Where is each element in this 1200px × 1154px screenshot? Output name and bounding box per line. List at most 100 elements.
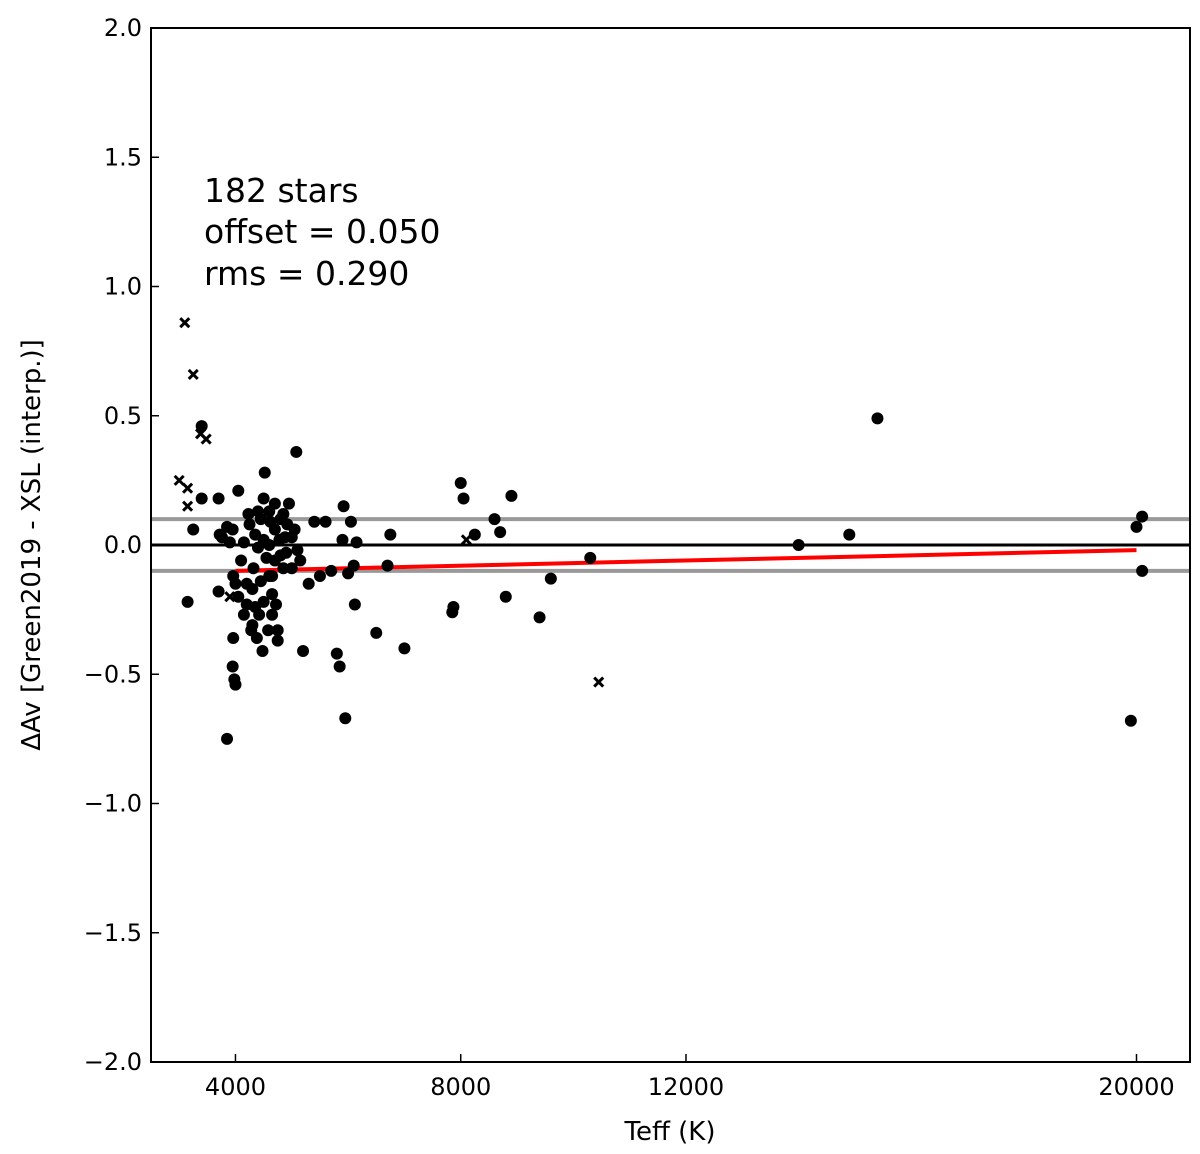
data-point	[291, 544, 304, 557]
data-point	[319, 515, 332, 528]
data-point	[290, 445, 303, 458]
data-point	[584, 551, 597, 564]
cross-stroke	[194, 428, 207, 440]
data-point	[250, 632, 263, 645]
y-tick-label: −1.0	[84, 790, 142, 818]
data-point-cross	[200, 433, 212, 445]
annotation-star-count: 182 stars	[204, 171, 359, 210]
data-point	[243, 518, 256, 531]
data-point	[195, 492, 208, 505]
data-point	[237, 608, 250, 621]
data-point	[223, 536, 236, 549]
data-point	[181, 595, 194, 608]
x-tick-label: 20000	[1098, 1073, 1174, 1101]
data-point	[488, 513, 501, 526]
data-point	[258, 466, 271, 479]
data-point-cross	[593, 676, 605, 688]
data-point	[381, 559, 394, 572]
annotation-offset: offset = 0.050	[204, 212, 440, 251]
data-point-cross	[179, 317, 191, 329]
data-point-cross	[182, 482, 194, 494]
data-point	[270, 598, 283, 611]
fit-line-layer	[235, 548, 1137, 573]
data-point	[792, 539, 805, 551]
data-point	[313, 570, 326, 583]
data-point	[294, 554, 307, 567]
cross-stroke	[200, 433, 212, 445]
data-points	[173, 317, 1149, 745]
data-point	[257, 492, 270, 505]
x-axis-ticks: 4000 8000 12000 20000	[205, 1054, 1175, 1101]
data-point	[533, 611, 546, 624]
data-point-cross	[173, 474, 185, 486]
cross-stroke	[182, 500, 194, 512]
data-point	[1136, 564, 1149, 577]
y-axis-ticks: 2.0 1.5 1.0 0.5 0.0 −0.5 −1.0 −1.5 −2.0	[84, 14, 159, 1076]
data-point	[212, 585, 225, 598]
data-point	[505, 489, 518, 502]
data-point	[871, 412, 884, 425]
data-point	[242, 507, 255, 520]
cross-stroke	[593, 676, 605, 688]
data-point	[337, 500, 350, 513]
data-point	[494, 526, 507, 539]
y-tick-label: −0.5	[84, 660, 142, 688]
data-point	[280, 546, 293, 559]
data-point	[285, 562, 298, 575]
data-point	[229, 577, 242, 590]
data-point	[247, 562, 260, 575]
data-point	[348, 598, 361, 611]
data-point	[336, 533, 349, 546]
data-point	[262, 624, 275, 637]
data-point	[232, 590, 245, 603]
data-point	[221, 732, 234, 745]
annotation-rms: rms = 0.290	[204, 254, 409, 293]
y-tick-label: 1.0	[104, 273, 142, 301]
data-point	[277, 562, 290, 575]
data-point	[271, 634, 284, 647]
data-point	[266, 608, 279, 621]
data-point	[384, 528, 397, 541]
y-tick-label: −1.5	[84, 919, 142, 947]
data-point	[253, 608, 266, 621]
data-point	[344, 515, 357, 528]
data-point	[544, 572, 557, 585]
data-point-cross	[460, 534, 472, 546]
data-point	[1124, 714, 1137, 727]
y-tick-label: 0.0	[104, 531, 142, 559]
data-point	[232, 484, 245, 497]
data-point	[237, 536, 250, 549]
y-tick-label: −2.0	[84, 1048, 142, 1076]
data-point	[229, 678, 242, 691]
data-point	[1130, 520, 1143, 533]
data-point-cross	[187, 368, 199, 380]
data-point	[212, 492, 225, 505]
data-point	[350, 536, 363, 549]
cross-stroke	[187, 368, 199, 380]
data-point	[347, 559, 360, 572]
data-point	[235, 554, 248, 567]
data-point	[454, 476, 467, 489]
data-point-cross	[224, 591, 236, 603]
data-point	[282, 497, 295, 510]
x-tick-label: 12000	[648, 1073, 724, 1101]
y-tick-label: 2.0	[104, 14, 142, 42]
cross-stroke	[460, 534, 472, 546]
y-axis-label: ΔAv [Green2019 - XSL (interp.)]	[17, 339, 47, 751]
data-point	[263, 539, 276, 551]
cross-stroke	[224, 591, 236, 603]
data-point	[1136, 510, 1149, 523]
data-point	[330, 647, 343, 660]
data-point	[277, 507, 290, 520]
data-point	[339, 712, 352, 725]
data-point	[333, 660, 346, 673]
x-tick-label: 8000	[430, 1073, 491, 1101]
data-point	[268, 497, 281, 510]
data-point	[325, 564, 338, 577]
cross-stroke	[179, 317, 191, 329]
data-point	[468, 528, 481, 541]
data-point	[246, 619, 259, 632]
data-point	[398, 642, 411, 655]
data-point-cross	[182, 500, 194, 512]
